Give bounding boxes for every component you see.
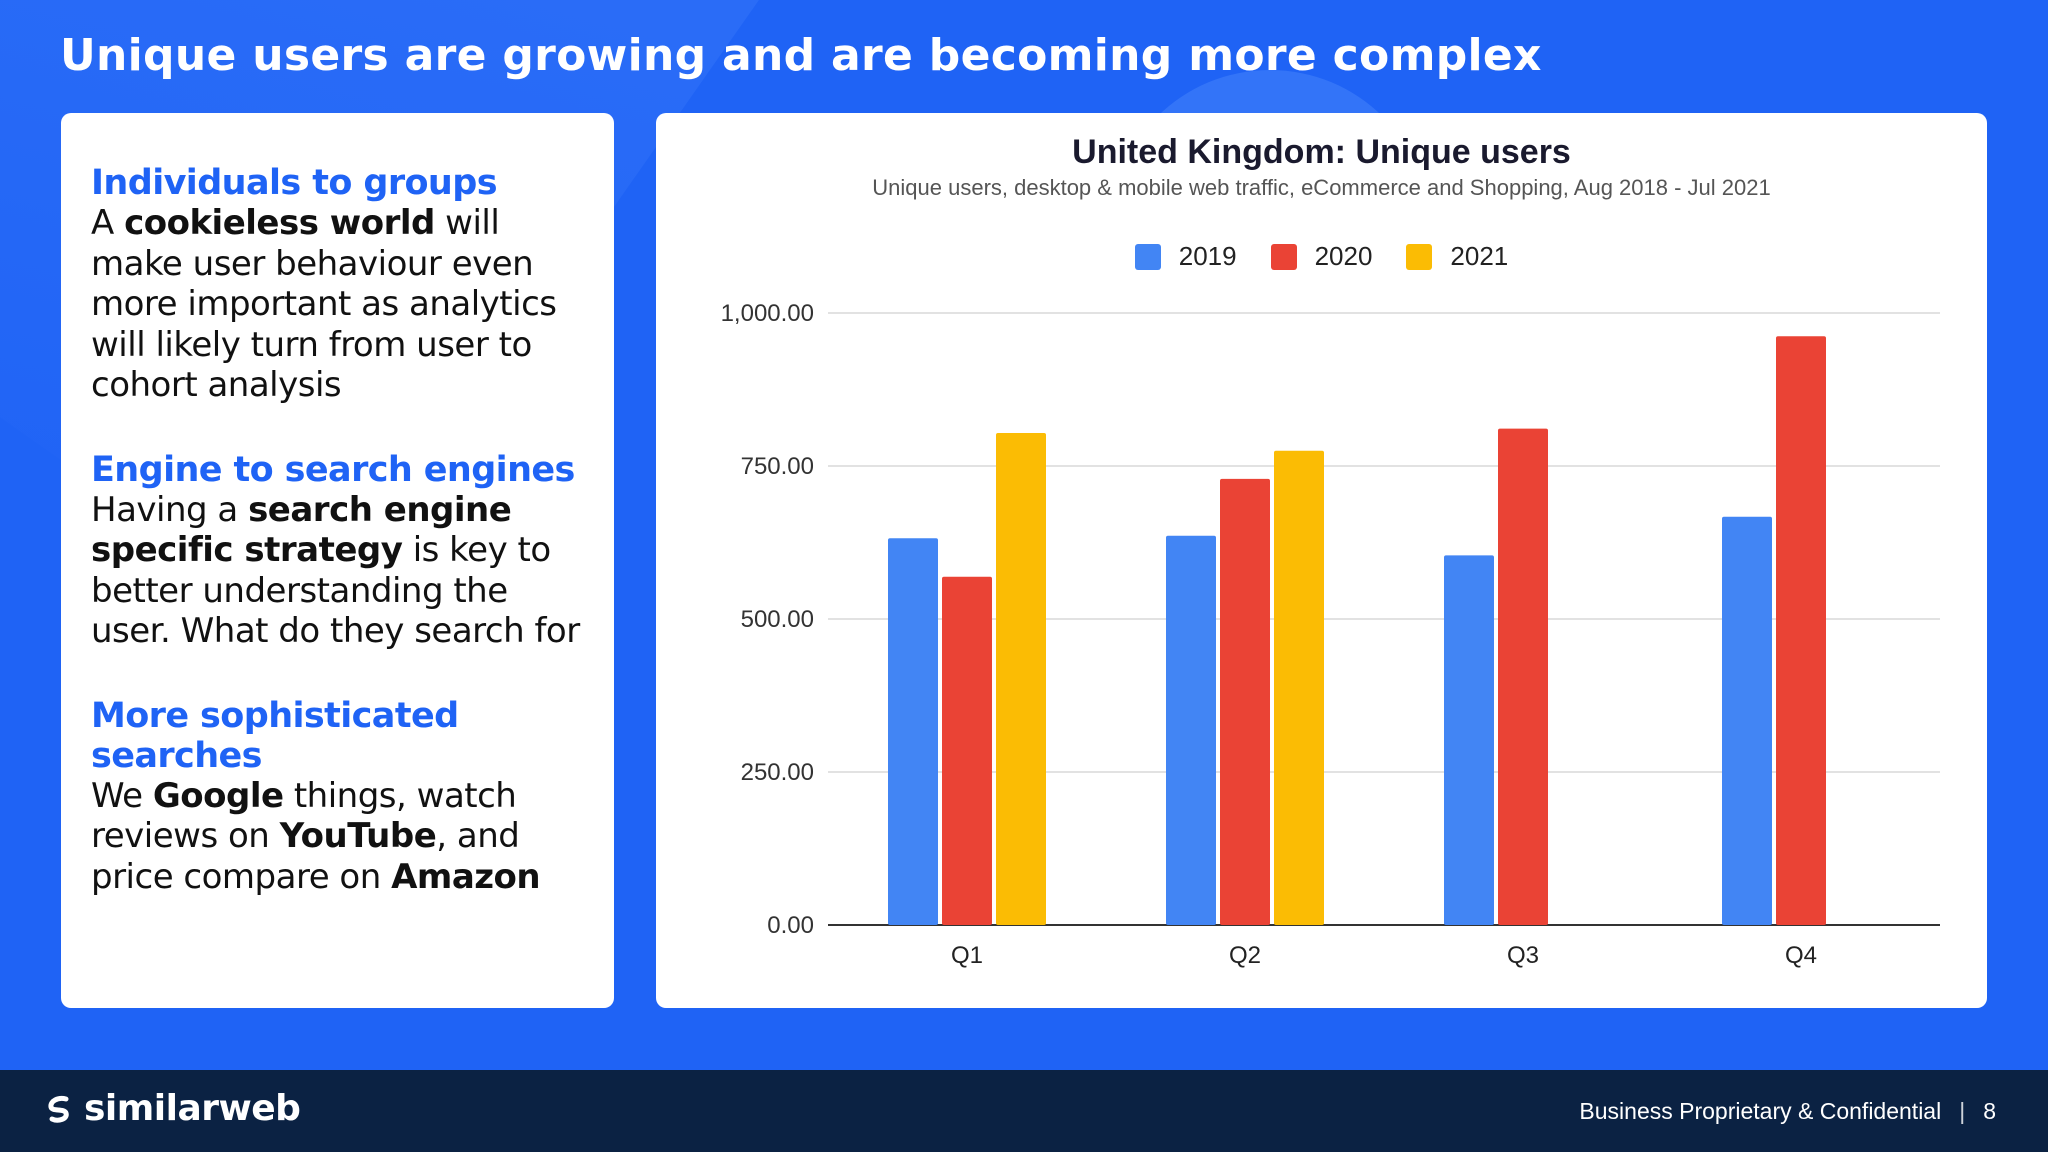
insight-emphasis: cookieless world bbox=[124, 203, 435, 243]
y-tick-label: 250.00 bbox=[741, 759, 814, 786]
x-tick-label: Q3 bbox=[1507, 942, 1539, 969]
insights-card: Individuals to groups A cookieless world … bbox=[61, 113, 614, 1008]
chart-card: 0.00 250.00 500.00 750.00 1,000.00 Q1 Q2 Q3 Q4 U… bbox=[656, 113, 1987, 1008]
bar-2021-q1 bbox=[996, 432, 1046, 925]
insight-text: is key to better understanding the user.… bbox=[91, 530, 580, 651]
bar-2020-q4 bbox=[1776, 336, 1826, 925]
x-tick-label: Q1 bbox=[951, 942, 983, 969]
bar-2020-q3 bbox=[1498, 428, 1548, 925]
insight-section: Individuals to groups A cookieless world … bbox=[91, 163, 584, 406]
y-tick-label: 1,000.00 bbox=[721, 300, 814, 327]
bar-2020-q1 bbox=[942, 576, 992, 925]
insight-text: Having a bbox=[91, 489, 249, 530]
chart-legend: 2019 2020 2021 bbox=[656, 241, 1987, 272]
bar-2019-q4 bbox=[1722, 516, 1772, 925]
legend-label: 2021 bbox=[1450, 241, 1509, 271]
chart-title: United Kingdom: Unique users bbox=[1072, 133, 1571, 171]
insight-body: A cookieless world will make user behavi… bbox=[91, 203, 584, 406]
legend-item: 2019 bbox=[1134, 241, 1237, 272]
legend-swatch bbox=[1406, 243, 1433, 270]
insight-body: We Google things, watch reviews on YouTu… bbox=[91, 776, 584, 898]
confidential-notice: Business Proprietary & Confidential bbox=[1579, 1098, 1942, 1124]
insight-emphasis: Google bbox=[152, 775, 284, 816]
legend-swatch bbox=[1270, 243, 1297, 270]
bar-2019-q1 bbox=[888, 538, 938, 925]
x-tick-label: Q2 bbox=[1229, 942, 1261, 969]
insight-heading: More sophisticated searches bbox=[91, 695, 459, 776]
insight-section: More sophisticated searches We Google thi… bbox=[91, 696, 584, 898]
insight-text: , and price compare on bbox=[91, 816, 520, 897]
footer-bar: similarweb Business Proprietary & Confid… bbox=[0, 1070, 2048, 1152]
legend-swatch bbox=[1134, 243, 1161, 270]
x-tick-label: Q4 bbox=[1785, 942, 1817, 969]
bar-chart: 0.00 250.00 500.00 750.00 1,000.00 Q1 Q2 Q3 Q4 bbox=[721, 300, 1940, 969]
slide-title: Unique users are growing and are becomin… bbox=[60, 30, 1542, 81]
insight-text: We bbox=[91, 775, 153, 816]
insight-text: things, watch reviews on bbox=[91, 775, 517, 857]
insight-emphasis: search engine specific strategy bbox=[91, 489, 512, 571]
footer-separator: | bbox=[1959, 1098, 1966, 1124]
y-tick-label: 750.00 bbox=[741, 453, 814, 480]
y-tick-label: 500.00 bbox=[741, 606, 814, 633]
insight-section: Engine to search engines Having a search … bbox=[91, 450, 584, 652]
insight-emphasis: Amazon bbox=[391, 856, 541, 897]
similarweb-logo-icon bbox=[48, 1095, 69, 1123]
insight-text: will make user behaviour even more impor… bbox=[91, 203, 557, 405]
bar-2020-q2 bbox=[1220, 478, 1270, 925]
footer-info: Business Proprietary & Confidential | 8 bbox=[1579, 1098, 1996, 1125]
insight-heading: Individuals to groups bbox=[91, 163, 498, 203]
insight-heading: Engine to search engines bbox=[91, 449, 575, 490]
bar-2021-q2 bbox=[1274, 450, 1324, 925]
brand-logo: similarweb bbox=[44, 1088, 301, 1129]
bar-2019-q3 bbox=[1444, 555, 1494, 925]
legend-item: 2020 bbox=[1270, 241, 1373, 272]
legend-label: 2019 bbox=[1178, 241, 1237, 271]
page-number: 8 bbox=[1983, 1098, 1996, 1124]
insight-emphasis: YouTube bbox=[279, 816, 437, 856]
brand-name: similarweb bbox=[84, 1088, 301, 1129]
y-tick-label: 0.00 bbox=[767, 912, 814, 939]
legend-item: 2021 bbox=[1406, 241, 1508, 272]
bar-2019-q2 bbox=[1166, 535, 1216, 925]
legend-label: 2020 bbox=[1314, 241, 1373, 271]
insight-text: A bbox=[91, 203, 125, 243]
chart-subtitle: Unique users, desktop & mobile web traff… bbox=[872, 175, 1771, 200]
insight-body: Having a search engine specific strategy… bbox=[91, 490, 584, 652]
insights-sections: Individuals to groups A cookieless world … bbox=[91, 163, 584, 897]
